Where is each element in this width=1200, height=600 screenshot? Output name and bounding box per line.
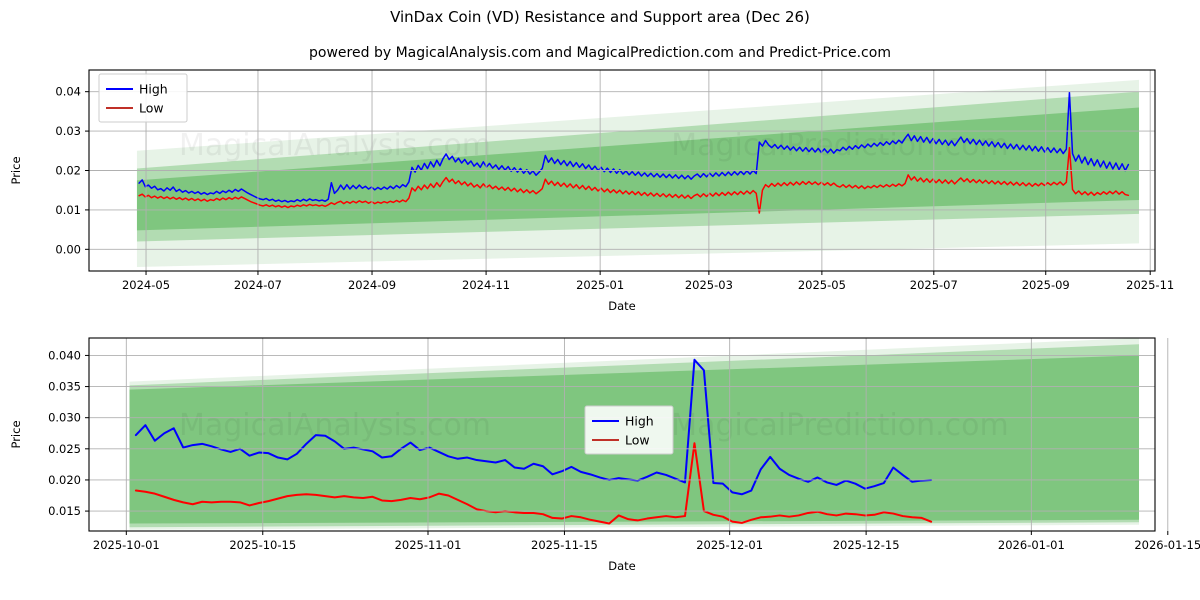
overview-x-axis-label: Date — [608, 299, 636, 313]
zoom-series-low-line — [134, 442, 933, 525]
page-title: VinDax Coin (VD) Resistance and Support … — [390, 8, 810, 26]
x-tick-label: 2025-01 — [576, 278, 624, 292]
y-tick-label: 0.035 — [48, 380, 81, 394]
overview-legend[interactable]: High Low — [98, 73, 188, 123]
overview-band-core — [136, 107, 1140, 231]
zoom-legend[interactable]: High Low — [584, 405, 674, 455]
y-tick-label: 0.040 — [48, 348, 81, 362]
x-tick-label: 2025-12-15 — [833, 538, 900, 552]
y-tick-label: 0.015 — [48, 504, 81, 518]
x-tick-label: 2025-10-15 — [229, 538, 296, 552]
watermark-1: MagicalPrediction.com — [671, 128, 1009, 163]
y-tick-label: 0.025 — [48, 442, 81, 456]
zoom-y-axis-label: Price — [9, 420, 23, 448]
watermark-0: MagicalAnalysis.com — [179, 408, 491, 443]
x-tick-label: 2026-01-01 — [998, 538, 1065, 552]
zoom-legend-box — [584, 405, 674, 455]
overview-series-high-line — [138, 91, 1130, 203]
y-tick-label: 0.030 — [48, 411, 81, 425]
x-tick-label: 2025-03 — [685, 278, 733, 292]
x-tick-label: 2025-07 — [910, 278, 958, 292]
x-tick-label: 2024-07 — [234, 278, 282, 292]
overview-plot-border — [88, 69, 1156, 272]
page-subtitle: powered by MagicalAnalysis.com and Magic… — [309, 45, 891, 61]
y-tick-label: 0.02 — [55, 164, 81, 178]
y-tick-label: 0.00 — [55, 242, 81, 256]
zoom-chart-panel: MagicalAnalysis.com MagicalPrediction.com… — [0, 330, 1200, 600]
y-tick-label: 0.01 — [55, 203, 81, 217]
x-tick-label: 2024-09 — [348, 278, 396, 292]
zoom-legend-label-high: High — [625, 414, 654, 429]
zoom-series-high-line — [134, 358, 933, 496]
y-tick-label: 0.04 — [55, 85, 81, 99]
zoom-plot-border — [88, 337, 1156, 532]
x-tick-label: 2025-09 — [1022, 278, 1070, 292]
x-tick-label: 2025-05 — [798, 278, 846, 292]
overview-legend-label-low: Low — [139, 101, 164, 116]
x-tick-label: 2025-11-01 — [395, 538, 462, 552]
x-tick-label: 2025-11 — [1126, 278, 1174, 292]
x-tick-label: 2024-11 — [462, 278, 510, 292]
watermark-0: MagicalAnalysis.com — [179, 128, 491, 163]
x-tick-label: 2024-05 — [122, 278, 170, 292]
watermark-2: MagicalAnalysis.com — [179, 273, 491, 308]
x-tick-label: 2025-12-01 — [696, 538, 763, 552]
overview-legend-label-high: High — [139, 82, 168, 97]
x-tick-label: 2025-10-01 — [93, 538, 160, 552]
x-tick-label: 2026-01-15 — [1134, 538, 1200, 552]
zoom-chart-svg: MagicalAnalysis.com MagicalPrediction.com… — [9, 337, 1200, 573]
y-tick-label: 0.03 — [55, 124, 81, 138]
watermark-1: MagicalPrediction.com — [671, 408, 1009, 443]
zoom-legend-label-low: Low — [625, 433, 650, 448]
overview-legend-box — [98, 73, 188, 123]
x-tick-label: 2025-11-15 — [531, 538, 598, 552]
overview-series-low-line — [138, 146, 1130, 214]
y-tick-label: 0.020 — [48, 473, 81, 487]
overview-chart-svg: MagicalAnalysis.com MagicalPrediction.com… — [9, 69, 1174, 313]
zoom-x-axis-label: Date — [608, 559, 636, 573]
overview-y-axis-label: Price — [9, 156, 23, 184]
overview-chart-panel: MagicalAnalysis.com MagicalPrediction.com… — [0, 60, 1200, 330]
